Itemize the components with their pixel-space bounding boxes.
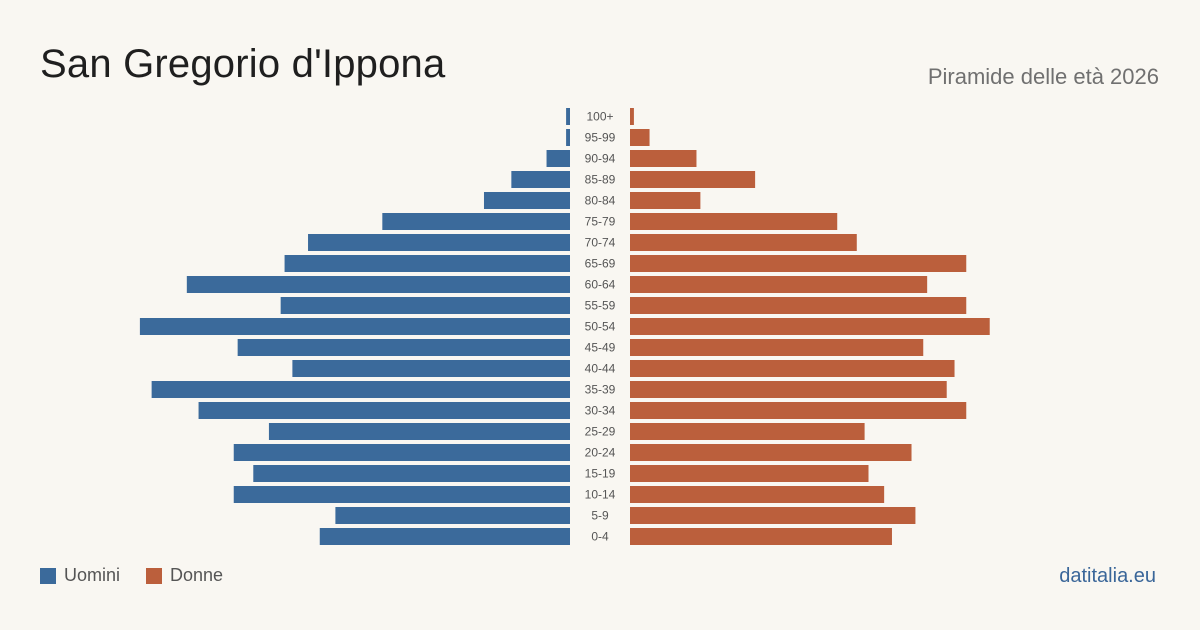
- bar-men-65-69: [284, 255, 570, 272]
- bar-women-0-4: [630, 528, 892, 545]
- bar-women-75-79: [630, 213, 838, 230]
- bar-men-35-39: [151, 381, 570, 398]
- bar-women-90-94: [630, 150, 697, 167]
- age-label-15-19: 15-19: [585, 467, 616, 481]
- age-label-5-9: 5-9: [591, 509, 609, 523]
- age-label-25-29: 25-29: [585, 425, 616, 439]
- bar-men-50-54: [139, 318, 570, 335]
- bar-women-10-14: [630, 486, 885, 503]
- age-label-70-74: 70-74: [585, 236, 616, 250]
- bar-women-5-9: [630, 507, 916, 524]
- legend-label-women: Donne: [170, 565, 224, 585]
- age-label-75-79: 75-79: [585, 215, 616, 229]
- bar-men-10-14: [233, 486, 571, 503]
- bar-women-70-74: [630, 234, 857, 251]
- bar-men-100plus: [566, 108, 570, 125]
- age-label-50-54: 50-54: [585, 320, 616, 334]
- bar-men-0-4: [319, 528, 570, 545]
- bar-women-50-54: [630, 318, 990, 335]
- age-label-100plus: 100+: [586, 110, 613, 124]
- brand-link[interactable]: datitalia.eu: [1059, 565, 1156, 587]
- bar-men-55-59: [280, 297, 570, 314]
- bar-women-35-39: [630, 381, 947, 398]
- bar-men-60-64: [186, 276, 570, 293]
- bar-men-30-34: [198, 402, 571, 419]
- bar-men-95-99: [566, 129, 570, 146]
- bar-women-25-29: [630, 423, 865, 440]
- age-label-60-64: 60-64: [585, 278, 616, 292]
- bar-men-70-74: [308, 234, 570, 251]
- legend-swatch-women: [146, 567, 163, 584]
- age-label-65-69: 65-69: [585, 257, 616, 271]
- bar-men-45-49: [237, 339, 570, 356]
- legend: Uomini Donne: [40, 565, 249, 586]
- bar-women-55-59: [630, 297, 967, 314]
- bar-men-75-79: [382, 213, 570, 230]
- age-label-20-24: 20-24: [585, 446, 616, 460]
- age-label-10-14: 10-14: [585, 488, 616, 502]
- age-label-80-84: 80-84: [585, 194, 616, 208]
- bar-women-60-64: [630, 276, 928, 293]
- bar-women-30-34: [630, 402, 967, 419]
- bar-women-95-99: [630, 129, 650, 146]
- legend-label-men: Uomini: [64, 565, 121, 585]
- legend-item-women: Donne: [146, 565, 223, 586]
- bar-women-85-89: [630, 171, 756, 188]
- bar-women-65-69: [630, 255, 967, 272]
- bar-men-80-84: [483, 192, 570, 209]
- legend-item-men: Uomini: [40, 565, 120, 586]
- bar-men-40-44: [292, 360, 570, 377]
- age-label-85-89: 85-89: [585, 173, 616, 187]
- age-label-95-99: 95-99: [585, 131, 616, 145]
- bar-men-5-9: [335, 507, 570, 524]
- bar-men-85-89: [511, 171, 570, 188]
- bar-men-20-24: [233, 444, 571, 461]
- page-subtitle: Piramide delle età 2026: [927, 64, 1159, 89]
- bar-men-25-29: [268, 423, 570, 440]
- age-label-90-94: 90-94: [585, 152, 616, 166]
- bar-men-15-19: [253, 465, 571, 482]
- bar-women-100plus: [630, 108, 634, 125]
- age-label-55-59: 55-59: [585, 299, 616, 313]
- age-label-0-4: 0-4: [591, 530, 609, 544]
- age-label-35-39: 35-39: [585, 383, 616, 397]
- age-label-45-49: 45-49: [585, 341, 616, 355]
- age-label-30-34: 30-34: [585, 404, 616, 418]
- page-title: San Gregorio d'Ippona: [40, 42, 446, 86]
- bar-women-80-84: [630, 192, 701, 209]
- bar-women-45-49: [630, 339, 924, 356]
- bar-men-90-94: [546, 150, 570, 167]
- age-label-40-44: 40-44: [585, 362, 616, 376]
- bar-women-40-44: [630, 360, 955, 377]
- legend-swatch-men: [40, 567, 56, 584]
- bar-women-15-19: [630, 465, 869, 482]
- bar-women-20-24: [630, 444, 912, 461]
